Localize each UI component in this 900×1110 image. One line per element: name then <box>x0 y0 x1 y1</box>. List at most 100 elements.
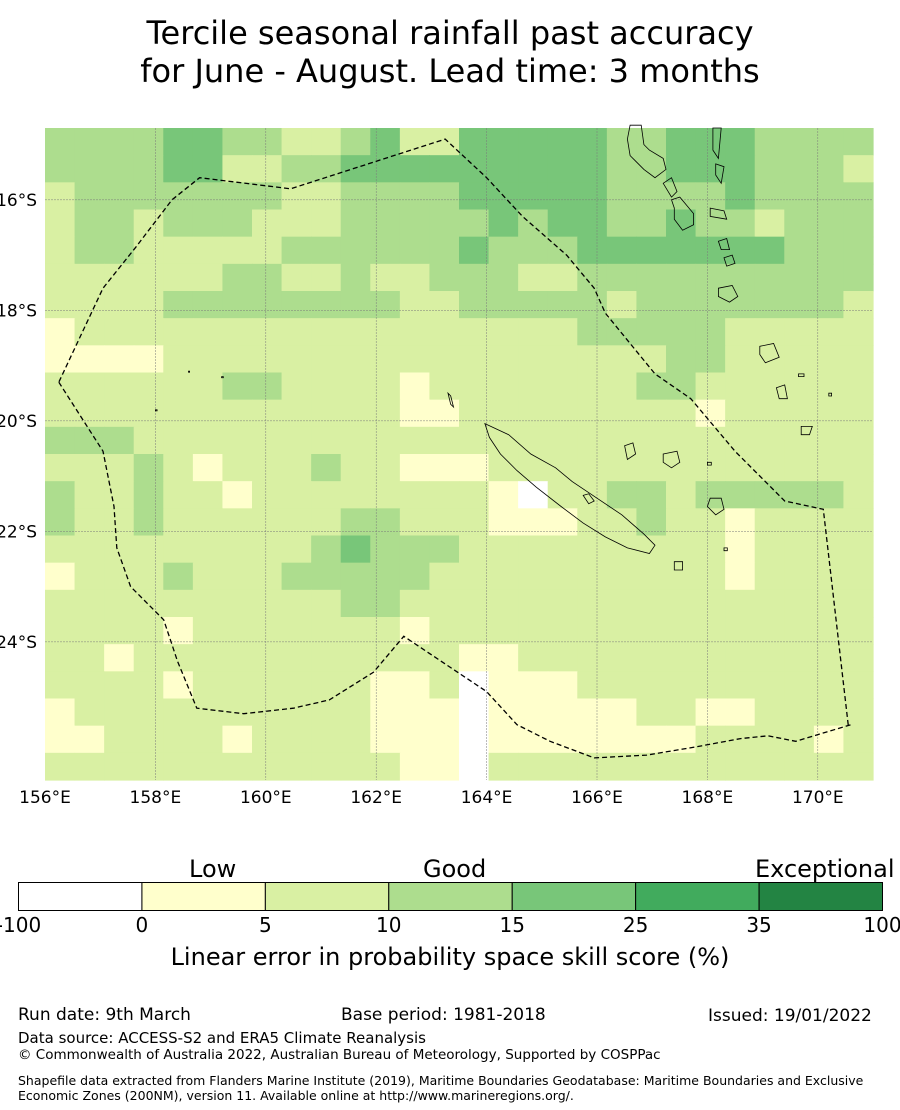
grid-cell <box>222 535 253 564</box>
grid-cell <box>843 671 874 700</box>
grid-cell <box>399 481 431 509</box>
grid-cell <box>281 535 312 564</box>
grid-cell <box>311 399 342 428</box>
grid-cell <box>547 372 578 401</box>
grid-cell <box>606 236 638 265</box>
grid-cell <box>666 752 697 781</box>
grid-cell <box>192 617 224 645</box>
grid-cell <box>547 318 578 346</box>
island-outline <box>709 207 728 220</box>
grid-cell <box>252 454 283 482</box>
island-outline <box>624 442 637 461</box>
grid-cell <box>74 589 105 618</box>
grid-cell <box>104 589 135 618</box>
grid-cell <box>281 372 312 401</box>
grid-cell <box>45 263 76 292</box>
grid-cell <box>488 128 519 156</box>
grid-cell <box>133 345 164 374</box>
grid-cell <box>45 399 76 428</box>
grid-cell <box>784 752 815 781</box>
grid-cell <box>843 399 874 428</box>
grid-cell <box>754 318 785 346</box>
island-outline <box>712 127 722 160</box>
grid-cell <box>370 318 401 346</box>
copyright: © Commonwealth of Australia 2022, Austra… <box>18 1047 661 1063</box>
grid-cell <box>813 182 845 211</box>
grid-cell <box>636 644 667 672</box>
grid-cell <box>754 535 785 564</box>
grid-cell <box>459 752 490 781</box>
grid-cell <box>370 617 401 645</box>
grid-cell <box>399 291 431 319</box>
grid-cell <box>518 617 549 645</box>
grid-cell <box>488 155 519 183</box>
grid-cell <box>340 399 371 428</box>
grid-cell <box>281 752 312 781</box>
grid-cell <box>784 182 815 211</box>
grid-cell <box>606 481 638 509</box>
grid-cell <box>281 209 312 238</box>
grid-cell <box>252 263 283 292</box>
grid-cell <box>725 508 756 537</box>
grid-cell <box>281 182 312 211</box>
lon-tick-label: 170°E <box>792 788 844 808</box>
grid-cell <box>784 508 815 537</box>
island-outline <box>723 547 728 552</box>
grid-cell <box>784 698 815 727</box>
colorbar-heading-exceptional: Exceptional <box>755 855 895 883</box>
grid-cell <box>311 236 342 265</box>
grid-cell <box>222 209 253 238</box>
grid-cell <box>636 263 667 292</box>
grid-cell <box>577 318 608 346</box>
grid-cell <box>45 481 76 509</box>
grid-cell <box>192 182 224 211</box>
lat-tick-label: 16°S <box>0 191 37 211</box>
grid-cell <box>429 562 460 591</box>
grid-cell <box>577 345 608 374</box>
grid-cell <box>222 481 253 509</box>
grid-cell <box>429 481 460 509</box>
grid-cell <box>252 644 283 672</box>
grid-cell <box>252 725 283 754</box>
grid-cell <box>843 454 874 482</box>
grid-cell <box>340 535 371 564</box>
grid-cell <box>133 372 164 401</box>
grid-cell <box>429 752 460 781</box>
grid-cell <box>104 372 135 401</box>
grid-cell <box>74 644 105 672</box>
grid-cell <box>340 345 371 374</box>
grid-cell <box>340 209 371 238</box>
grid-cell <box>370 752 401 781</box>
grid-cell <box>488 209 519 238</box>
grid-cell <box>488 562 519 591</box>
grid-cell <box>340 128 371 156</box>
island-outline <box>662 177 678 198</box>
grid-cell <box>518 236 549 265</box>
grid-cell <box>163 236 194 265</box>
colorbar-bin <box>635 882 760 911</box>
grid-cell <box>666 481 697 509</box>
grid-cell <box>843 128 874 156</box>
island-outline <box>484 422 656 554</box>
grid-cell <box>488 617 519 645</box>
grid-cell <box>399 535 431 564</box>
grid-cell <box>429 644 460 672</box>
grid-cell <box>252 291 283 319</box>
grid-cell <box>163 291 194 319</box>
grid-cell <box>843 535 874 564</box>
grid-cell <box>104 236 135 265</box>
grid-cell <box>577 182 608 211</box>
grid-cell <box>843 725 874 754</box>
grid-cell <box>547 263 578 292</box>
grid-cell <box>104 318 135 346</box>
grid-cell <box>666 263 697 292</box>
grid-cell <box>547 698 578 727</box>
lon-tick-label: 164°E <box>461 788 513 808</box>
grid-cell <box>518 128 549 156</box>
grid-cell <box>370 454 401 482</box>
island-outline <box>626 124 667 179</box>
grid-cell <box>163 454 194 482</box>
chart-title: Tercile seasonal rainfall past accuracy … <box>0 14 900 90</box>
grid-cell <box>606 698 638 727</box>
grid-cell <box>666 698 697 727</box>
